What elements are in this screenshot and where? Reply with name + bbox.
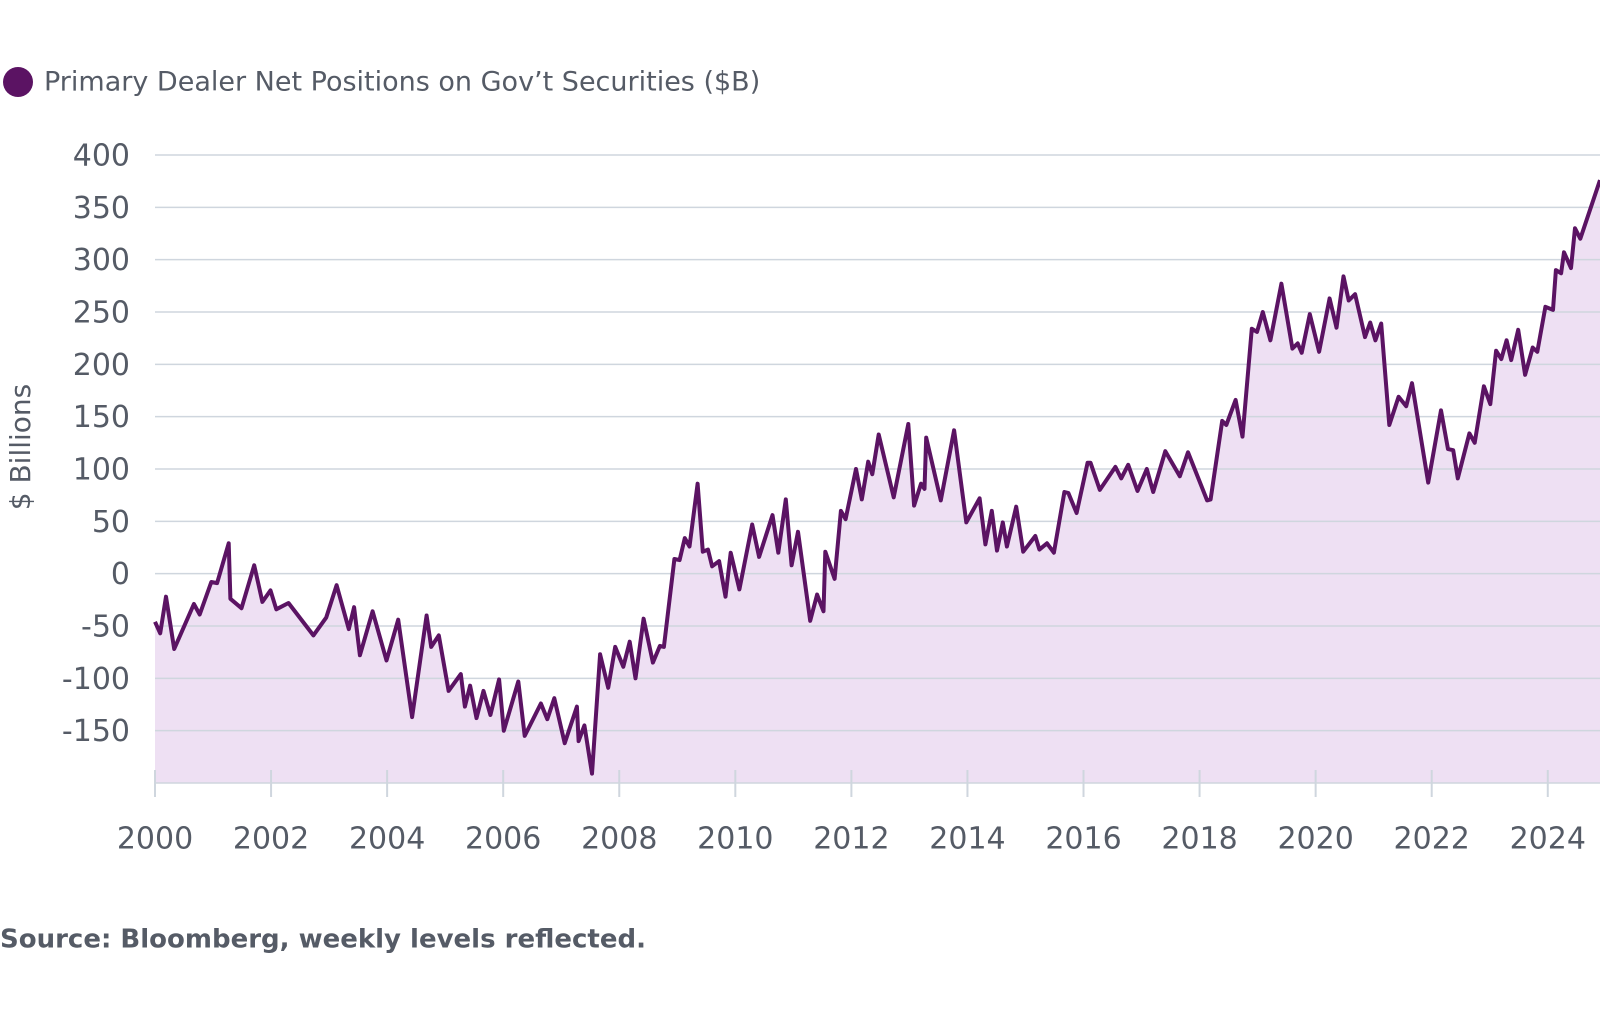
x-tick-label: 2020 — [1277, 822, 1353, 857]
x-tick-label: 2004 — [349, 822, 425, 857]
y-tick-label: 350 — [73, 191, 130, 226]
y-tick-label: -50 — [81, 610, 130, 645]
x-tick-label: 2024 — [1510, 822, 1586, 857]
y-tick-label: 50 — [92, 505, 130, 540]
line — [153, 179, 1600, 776]
y-axis-label: $ Billions — [4, 384, 37, 511]
source-note: Source: Bloomberg, weekly levels reflect… — [0, 925, 646, 955]
y-tick-label: 250 — [73, 296, 130, 331]
legend-label: Primary Dealer Net Positions on Gov’t Se… — [44, 67, 760, 98]
area — [155, 180, 1600, 784]
x-tick-label: 2008 — [581, 822, 657, 857]
y-tick-label: 400 — [73, 139, 130, 174]
x-tick-label: 2018 — [1161, 822, 1237, 857]
y-tick-label: 100 — [73, 453, 130, 488]
y-tick-label: -150 — [62, 714, 130, 749]
x-tick-label: 2016 — [1045, 822, 1121, 857]
y-tick-label: 200 — [73, 348, 130, 383]
x-tick-label: 2002 — [233, 822, 309, 857]
x-tick-label: 2000 — [117, 822, 193, 857]
x-tick-label: 2022 — [1394, 822, 1470, 857]
y-tick-label: -100 — [62, 662, 130, 697]
x-tick-label: 2010 — [697, 822, 773, 857]
y-tick-label: 150 — [73, 400, 130, 435]
x-tick-label: 2012 — [813, 822, 889, 857]
legend-swatch — [3, 67, 33, 97]
x-tick-label: 2006 — [465, 822, 541, 857]
y-tick-label: 0 — [111, 557, 130, 592]
y-tick-label: 300 — [73, 243, 130, 278]
x-tick-label: 2014 — [929, 822, 1005, 857]
